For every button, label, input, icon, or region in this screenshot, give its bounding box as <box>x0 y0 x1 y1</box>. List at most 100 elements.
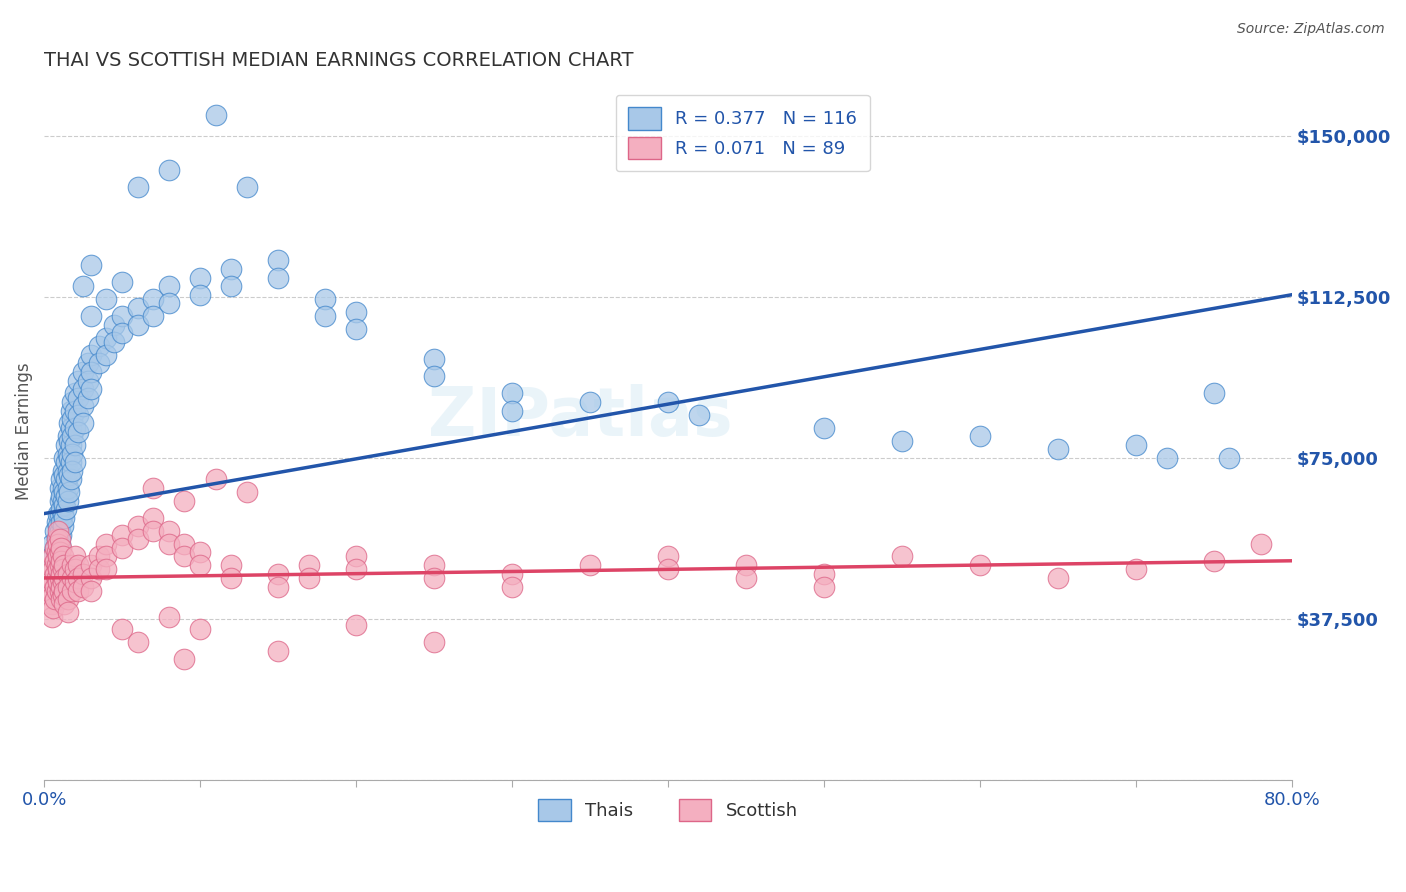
Point <box>890 434 912 448</box>
Point <box>204 472 226 486</box>
Point <box>87 549 110 564</box>
Point <box>127 180 149 194</box>
Point <box>53 597 76 611</box>
Legend: Thais, Scottish: Thais, Scottish <box>526 786 810 833</box>
Point <box>51 580 73 594</box>
Point <box>423 571 446 585</box>
Point <box>813 566 835 581</box>
Point <box>56 481 79 495</box>
Point <box>44 524 66 538</box>
Point <box>111 326 134 341</box>
Point <box>48 493 70 508</box>
Point <box>44 541 66 555</box>
Point <box>45 533 67 547</box>
Point <box>127 635 149 649</box>
Point <box>142 309 165 323</box>
Text: THAI VS SCOTTISH MEDIAN EARNINGS CORRELATION CHART: THAI VS SCOTTISH MEDIAN EARNINGS CORRELA… <box>44 51 634 70</box>
Point <box>42 549 65 564</box>
Point <box>48 481 70 495</box>
Point <box>72 417 94 431</box>
Point <box>72 566 94 581</box>
Point <box>56 446 79 460</box>
Point <box>72 580 94 594</box>
Point <box>67 571 90 585</box>
Point <box>76 391 98 405</box>
Point <box>219 279 242 293</box>
Point <box>52 464 75 478</box>
Point <box>688 408 710 422</box>
Point <box>44 566 66 581</box>
Point <box>51 515 73 529</box>
Point <box>969 558 991 572</box>
Point <box>59 472 82 486</box>
Point <box>46 575 69 590</box>
Point <box>58 485 80 500</box>
Point <box>969 429 991 443</box>
Point <box>42 601 65 615</box>
Point <box>72 279 94 293</box>
Point <box>60 429 83 443</box>
Point <box>314 309 336 323</box>
Point <box>48 545 70 559</box>
Point <box>579 395 602 409</box>
Point <box>48 571 70 585</box>
Point <box>41 583 63 598</box>
Point <box>157 609 180 624</box>
Point <box>1125 562 1147 576</box>
Point <box>53 571 76 585</box>
Point <box>127 301 149 315</box>
Point <box>813 580 835 594</box>
Point <box>423 558 446 572</box>
Point <box>219 558 242 572</box>
Point <box>67 391 90 405</box>
Point <box>53 485 76 500</box>
Point <box>157 279 180 293</box>
Point <box>96 348 118 362</box>
Point <box>501 386 523 401</box>
Point <box>76 374 98 388</box>
Point <box>1250 536 1272 550</box>
Point <box>314 292 336 306</box>
Point <box>51 528 73 542</box>
Point <box>41 609 63 624</box>
Point <box>236 485 259 500</box>
Point <box>60 464 83 478</box>
Point <box>51 541 73 555</box>
Point <box>60 583 83 598</box>
Point <box>59 403 82 417</box>
Point <box>298 558 321 572</box>
Point <box>103 334 125 349</box>
Point <box>52 562 75 576</box>
Text: ZIPatlas: ZIPatlas <box>429 384 733 450</box>
Point <box>65 455 87 469</box>
Point <box>96 549 118 564</box>
Point <box>56 605 79 619</box>
Point <box>56 566 79 581</box>
Point <box>80 258 103 272</box>
Point <box>48 533 70 547</box>
Point <box>735 558 758 572</box>
Point <box>219 262 242 277</box>
Point <box>67 374 90 388</box>
Point <box>48 536 70 550</box>
Point <box>501 403 523 417</box>
Point <box>127 533 149 547</box>
Point <box>65 386 87 401</box>
Point <box>1125 438 1147 452</box>
Point <box>48 583 70 598</box>
Point <box>59 438 82 452</box>
Point <box>42 562 65 576</box>
Point <box>127 519 149 533</box>
Point <box>423 635 446 649</box>
Point <box>111 275 134 289</box>
Point <box>173 493 195 508</box>
Point <box>67 425 90 439</box>
Point <box>41 597 63 611</box>
Point <box>42 575 65 590</box>
Point <box>48 558 70 572</box>
Point <box>56 429 79 443</box>
Point <box>173 549 195 564</box>
Point <box>44 541 66 555</box>
Point <box>142 524 165 538</box>
Text: Source: ZipAtlas.com: Source: ZipAtlas.com <box>1237 22 1385 37</box>
